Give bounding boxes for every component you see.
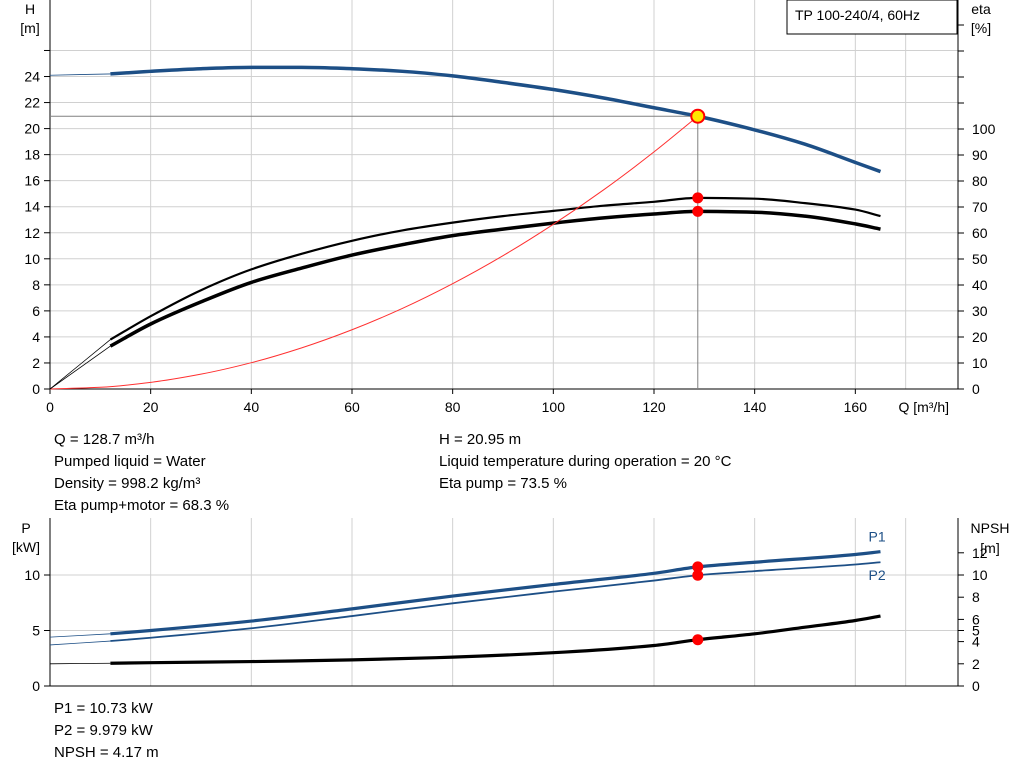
duty-results-left: Q = 128.7 m³/h Pumped liquid = Water Den…	[54, 429, 229, 517]
p2-curve-line	[110, 561, 881, 642]
result-p1: P1 = 10.73 kW	[54, 700, 153, 717]
npsh-y-tick-label: 0	[972, 678, 980, 694]
eta-total-duty-point	[692, 205, 704, 217]
y-left-tick-label: 0	[32, 381, 40, 397]
x-tick-label: 40	[244, 399, 260, 415]
y-left-tick-label: 12	[24, 225, 40, 241]
npsh-axis-unit: [m]	[980, 540, 999, 556]
p2-duty-point	[692, 569, 704, 581]
y-right-tick-label: 40	[972, 277, 988, 293]
x-axis-label: Q [m³/h]	[898, 399, 949, 415]
y-left-tick-label: 24	[24, 69, 40, 85]
y-left-axis-unit: [m]	[20, 20, 39, 36]
npsh-y-tick-label: 8	[972, 589, 980, 605]
x-tick-label: 20	[143, 399, 159, 415]
power-axis-unit: [kW]	[12, 539, 40, 555]
y-left-tick-label: 6	[32, 303, 40, 319]
npsh-y-tick-label: 10	[972, 567, 988, 583]
y-right-tick-label: 60	[972, 225, 988, 241]
npsh-extension-line	[49, 662, 111, 665]
x-tick-label: 120	[642, 399, 666, 415]
power-y-tick-label: 5	[32, 623, 40, 639]
p1-curve-line	[110, 550, 881, 636]
p2-series-label: P2	[868, 567, 885, 583]
x-tick-label: 0	[46, 399, 54, 415]
y-right-tick-label: 80	[972, 173, 988, 189]
x-tick-label: 160	[844, 399, 868, 415]
x-tick-label: 140	[743, 399, 767, 415]
result-liquid: Pumped liquid = Water	[54, 453, 206, 470]
y-left-tick-label: 22	[24, 95, 40, 111]
x-tick-label: 100	[542, 399, 566, 415]
npsh-curve-line	[110, 614, 881, 665]
y-left-tick-label: 14	[24, 199, 40, 215]
y-left-tick-label: 4	[32, 329, 40, 345]
y-left-tick-label: 2	[32, 355, 40, 371]
eta-pump-duty-point	[692, 192, 704, 204]
eta-pump-curve-line	[109, 196, 881, 341]
y-right-tick-label: 100	[972, 121, 996, 137]
head-curve-line	[110, 65, 882, 174]
y-right-axis-unit: [%]	[971, 20, 991, 36]
npsh-duty-point	[692, 634, 704, 646]
result-q: Q = 128.7 m³/h	[54, 431, 155, 448]
head-extension-line	[49, 73, 111, 76]
p2-extension-line	[49, 640, 111, 646]
y-left-tick-label: 8	[32, 277, 40, 293]
y-right-tick-label: 0	[972, 381, 980, 397]
npsh-y-tick-label: 6	[972, 611, 980, 627]
y-right-tick-label: 90	[972, 147, 988, 163]
chart-title-box	[786, 0, 958, 35]
x-tick-label: 80	[445, 399, 461, 415]
y-left-tick-label: 16	[24, 173, 40, 189]
system-curve-line	[49, 115, 699, 390]
power-y-tick-label: 0	[32, 678, 40, 694]
p1-duty-point	[692, 561, 704, 573]
power-results: P1 = 10.73 kW P2 = 9.979 kW NPSH = 4.17 …	[54, 698, 159, 764]
npsh-y-tick-label: 5	[972, 623, 980, 639]
y-right-tick-label: 50	[972, 251, 988, 267]
result-density: Density = 998.2 kg/m³	[54, 475, 201, 492]
y-left-tick-label: 20	[24, 121, 40, 137]
result-p2: P2 = 9.979 kW	[54, 722, 153, 739]
eta-pump+motor-curve-line	[109, 209, 881, 348]
y-left-axis-label: H	[25, 1, 35, 17]
result-eta-total: Eta pump+motor = 68.3 %	[54, 497, 230, 514]
npsh-y-tick-label: 2	[972, 656, 980, 672]
y-left-tick-label: 18	[24, 147, 40, 163]
npsh-y-tick-label: 4	[972, 634, 980, 650]
x-tick-label: 60	[344, 399, 360, 415]
chart-title: TP 100-240/4, 60Hz	[795, 7, 920, 23]
y-right-tick-label: 70	[972, 199, 988, 215]
power-y-tick-label: 10	[24, 567, 40, 583]
npsh-axis-label: NPSH	[971, 520, 1010, 536]
head-duty-point	[690, 108, 706, 124]
result-eta-pump: Eta pump = 73.5 %	[439, 475, 567, 492]
result-temperature: Liquid temperature during operation = 20…	[439, 453, 732, 470]
npsh-y-tick-label: 12	[972, 545, 988, 561]
y-left-tick-label: 10	[24, 251, 40, 267]
y-right-axis-label: eta	[971, 1, 991, 17]
y-right-tick-label: 30	[972, 303, 988, 319]
y-right-tick-label: 20	[972, 329, 988, 345]
result-npsh: NPSH = 4.17 m	[54, 744, 159, 761]
duty-results-right: H = 20.95 m Liquid temperature during op…	[439, 429, 731, 495]
eta-pump+motor-extension-line	[49, 345, 111, 390]
power-axis-label: P	[21, 520, 30, 536]
eta-pump-extension-line	[49, 339, 111, 390]
p1-series-label: P1	[868, 529, 885, 545]
y-right-tick-label: 10	[972, 355, 988, 371]
result-h: H = 20.95 m	[439, 431, 522, 448]
top-plot-area	[50, 0, 958, 389]
p1-extension-line	[49, 633, 111, 638]
